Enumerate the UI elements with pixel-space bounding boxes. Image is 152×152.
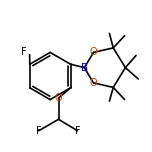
- Text: B: B: [81, 63, 88, 73]
- Text: F: F: [36, 126, 42, 136]
- Text: O: O: [90, 47, 97, 57]
- Text: F: F: [75, 126, 80, 136]
- Text: O: O: [55, 93, 62, 103]
- Text: O: O: [90, 78, 97, 88]
- Text: F: F: [21, 47, 26, 57]
